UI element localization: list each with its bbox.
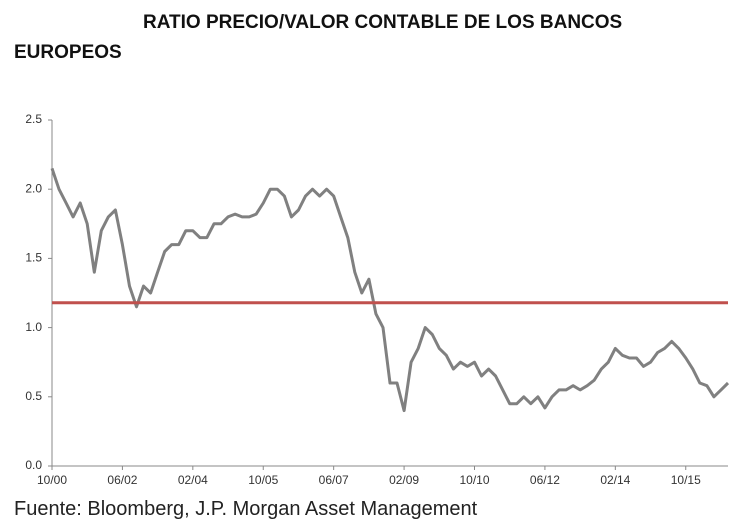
x-tick-label: 10/05 [248, 473, 278, 487]
data-line [50, 167, 730, 413]
x-tick-label: 10/15 [671, 473, 701, 487]
x-tick-label: 10/10 [459, 473, 489, 487]
y-tick-label: 2.5 [25, 112, 42, 126]
x-tick-label: 06/02 [107, 473, 137, 487]
y-tick-label: 0.5 [25, 389, 42, 403]
x-tick-label: 06/07 [319, 473, 349, 487]
x-tick-label: 02/04 [178, 473, 208, 487]
y-tick-label: 0.0 [25, 458, 42, 472]
x-tick-label: 10/00 [37, 473, 67, 487]
x-tick-label: 02/09 [389, 473, 419, 487]
x-tick-label: 02/14 [600, 473, 630, 487]
y-tick-label: 1.0 [25, 320, 42, 334]
chart-title: RATIO PRECIO/VALOR CONTABLE DE LOS BANCO… [14, 12, 623, 63]
x-tick-label: 06/12 [530, 473, 560, 487]
y-tick-label: 1.5 [25, 251, 42, 265]
y-tick-label: 2.0 [25, 181, 42, 195]
source-note: Fuente: Bloomberg, J.P. Morgan Asset Man… [14, 498, 478, 520]
